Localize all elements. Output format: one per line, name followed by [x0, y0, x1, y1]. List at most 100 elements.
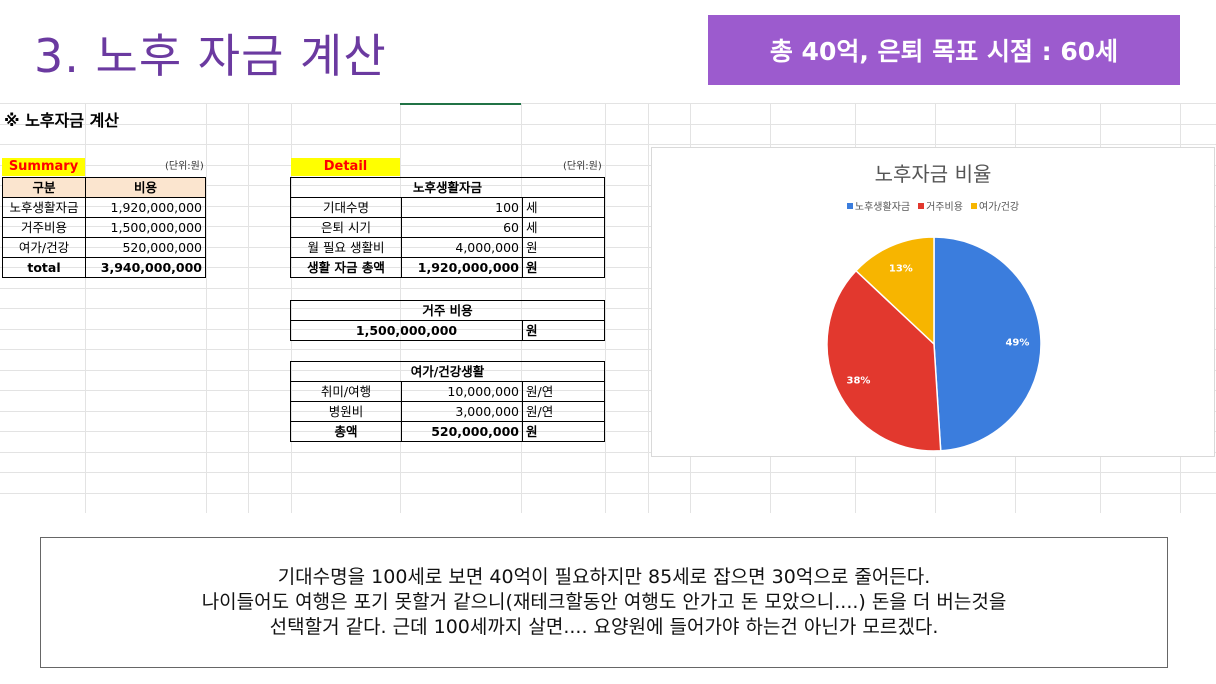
grid-row-line [0, 452, 1216, 453]
leisure-row: 병원비 3,000,000 원/연 [290, 401, 605, 422]
commentary-line: 기대수명을 100세로 보면 40억이 필요하지만 85세로 잡으면 30억으로… [277, 566, 931, 588]
living-row: 기대수명 100 세 [290, 197, 605, 218]
legend-item: 여가/건강 [970, 198, 1020, 213]
leisure-row-value[interactable]: 10,000,000 [401, 381, 523, 402]
selected-cell-marker [400, 103, 521, 105]
leisure-row-value[interactable]: 3,000,000 [401, 401, 523, 422]
legend-swatch [970, 202, 977, 209]
summary-total-row: total 3,940,000,000 [2, 257, 206, 278]
living-row-unit[interactable]: 세 [522, 217, 605, 238]
summary-row: 거주비용 1,500,000,000 [2, 217, 206, 238]
living-row-value[interactable]: 60 [401, 217, 523, 238]
living-fund-table: 노후생활자금 기대수명 100 세 은퇴 시기 60 세 월 필요 생활비 4,… [290, 177, 605, 278]
living-row-value[interactable]: 100 [401, 197, 523, 218]
housing-value[interactable]: 1,500,000,000 [290, 320, 523, 341]
legend-label: 여가/건강 [978, 202, 1020, 213]
summary-total-label[interactable]: total [2, 257, 86, 278]
housing-title: 거주 비용 [290, 300, 605, 321]
leisure-total-unit[interactable]: 원 [522, 421, 605, 442]
grid-row-line [0, 370, 1216, 371]
pie-slice-1[interactable] [826, 269, 942, 452]
slide-title: 3. 노후 자금 계산 [34, 29, 387, 83]
leisure-table: 여가/건강생활 취미/여행 10,000,000 원/연 병원비 3,000,0… [290, 361, 605, 442]
living-total-unit[interactable]: 원 [522, 257, 605, 278]
living-total-label[interactable]: 생활 자금 총액 [290, 257, 402, 278]
summary-total-value[interactable]: 3,940,000,000 [85, 257, 206, 278]
summary-row-value[interactable]: 1,920,000,000 [85, 197, 206, 218]
legend-label: 노후생활자금 [854, 202, 911, 213]
grid-row-line [0, 185, 1216, 186]
grid-row-line [0, 390, 1216, 391]
sheet-heading: ※ 노후자금 계산 [4, 111, 120, 130]
grid-row-line [0, 493, 1216, 494]
summary-row-name[interactable]: 여가/건강 [2, 237, 86, 258]
grid-col-line [605, 103, 606, 513]
grid-row-line [0, 226, 1216, 227]
living-total-value[interactable]: 1,920,000,000 [401, 257, 523, 278]
summary-row-name[interactable]: 거주비용 [2, 217, 86, 238]
grid-row-line [0, 103, 1216, 104]
living-row: 은퇴 시기 60 세 [290, 217, 605, 238]
summary-row-value[interactable]: 520,000,000 [85, 237, 206, 258]
summary-row-name[interactable]: 노후생활자금 [2, 197, 86, 218]
living-row-name[interactable]: 기대수명 [290, 197, 402, 218]
grid-row-line [0, 431, 1216, 432]
pie-slice-2[interactable] [854, 236, 935, 346]
legend-label: 거주비용 [926, 202, 963, 213]
leisure-row-unit[interactable]: 원/연 [522, 401, 605, 422]
legend-item: 노후생활자금 [846, 198, 911, 213]
grid-col-line [206, 103, 207, 513]
grid-row-line [0, 206, 1216, 207]
leisure-row-name[interactable]: 취미/여행 [290, 381, 402, 402]
summary-label: Summary [2, 158, 85, 176]
detail-unit: (단위:원) [563, 161, 602, 172]
summary-table: 구분 비용 노후생활자금 1,920,000,000 거주비용 1,500,00… [2, 177, 206, 278]
summary-row: 노후생활자금 1,920,000,000 [2, 197, 206, 218]
grid-row-line [0, 124, 1216, 125]
living-fund-title: 노후생활자금 [290, 177, 605, 198]
grid-col-line [248, 103, 249, 513]
pie-chart-container[interactable]: 노후자금 비율 노후생활자금 거주비용 여가/건강 49% 38% 13% [651, 147, 1215, 457]
leisure-total-label[interactable]: 총액 [290, 421, 402, 442]
summary-unit: (단위:원) [165, 161, 204, 172]
grid-row-line [0, 472, 1216, 473]
grid-row-line [0, 144, 1216, 145]
living-row-unit[interactable]: 원 [522, 237, 605, 258]
pie-slice-label: 49% [1005, 337, 1029, 348]
housing-unit[interactable]: 원 [522, 320, 605, 341]
leisure-row: 취미/여행 10,000,000 원/연 [290, 381, 605, 402]
living-row-name[interactable]: 월 필요 생활비 [290, 237, 402, 258]
grid-row-line [0, 267, 1216, 268]
leisure-row-unit[interactable]: 원/연 [522, 381, 605, 402]
leisure-title: 여가/건강생활 [290, 361, 605, 382]
grid-row-line [0, 308, 1216, 309]
chart-legend: 노후생활자금 거주비용 여가/건강 [652, 198, 1214, 213]
living-row-value[interactable]: 4,000,000 [401, 237, 523, 258]
pie-chart: 49% 38% 13% [826, 236, 1042, 452]
grid-col-line [648, 103, 649, 513]
legend-item: 거주비용 [918, 198, 963, 213]
grid-row-line [0, 411, 1216, 412]
pie-slice-0[interactable] [933, 236, 1042, 452]
housing-table: 거주 비용 1,500,000,000 원 [290, 300, 605, 341]
living-row-name[interactable]: 은퇴 시기 [290, 217, 402, 238]
living-row-unit[interactable]: 세 [522, 197, 605, 218]
commentary-box: 기대수명을 100세로 보면 40억이 필요하지만 85세로 잡으면 30억으로… [40, 537, 1168, 668]
summary-row: 여가/건강 520,000,000 [2, 237, 206, 258]
summary-header-cost: 비용 [85, 177, 206, 198]
living-total-row: 생활 자금 총액 1,920,000,000 원 [290, 257, 605, 278]
goal-banner: 총 40억, 은퇴 목표 시점 : 60세 [708, 15, 1180, 85]
legend-swatch [918, 202, 925, 209]
living-row: 월 필요 생활비 4,000,000 원 [290, 237, 605, 258]
leisure-total-value[interactable]: 520,000,000 [401, 421, 523, 442]
chart-title: 노후자금 비율 [874, 162, 992, 186]
spreadsheet-area: ※ 노후자금 계산 Summary (단위:원) 구분 비용 노후생활자금 1,… [0, 103, 1216, 513]
pie-slice-label: 38% [847, 376, 871, 387]
commentary-line: 선택할거 같다. 근데 100세까지 살면.... 요양원에 들어가야 하는건 … [269, 616, 939, 638]
detail-label: Detail [291, 158, 400, 176]
summary-row-value[interactable]: 1,500,000,000 [85, 217, 206, 238]
grid-row-line [0, 165, 1216, 166]
commentary-line: 나이들어도 여행은 포기 못할거 같으니(재테크할동안 여행도 안가고 돈 모았… [201, 591, 1007, 613]
leisure-row-name[interactable]: 병원비 [290, 401, 402, 422]
grid-row-line [0, 329, 1216, 330]
